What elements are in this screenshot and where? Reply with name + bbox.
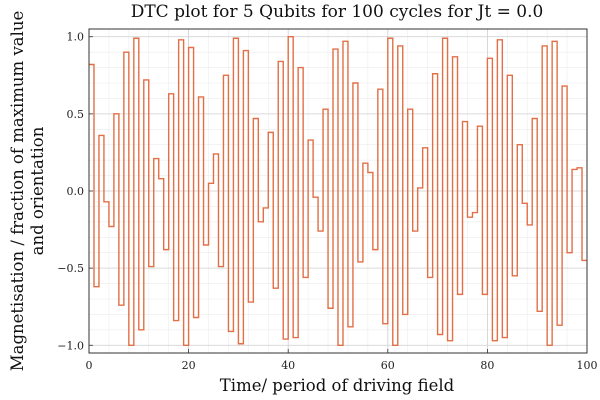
x-axis-label: Time/ period of driving field bbox=[220, 376, 455, 395]
y-tick-label: 0.5 bbox=[67, 108, 85, 121]
x-tick-label: 20 bbox=[182, 359, 196, 372]
y-tick-label: 0.0 bbox=[67, 185, 85, 198]
y-axis-label-line-1: Magnetisation / fraction of maximum valu… bbox=[8, 11, 27, 372]
y-axis-label-group: Magnetisation / fraction of maximum valu… bbox=[8, 11, 47, 372]
chart-title: DTC plot for 5 Qubits for 100 cycles for… bbox=[131, 2, 544, 22]
y-axis-label-line-2: and orientation bbox=[28, 126, 47, 255]
x-tick-label: 100 bbox=[577, 359, 598, 372]
series-layer bbox=[89, 36, 587, 346]
y-ticks: −1.0 −0.5 0.0 0.5 1.0 bbox=[57, 31, 93, 352]
y-tick-label: −1.0 bbox=[57, 339, 84, 352]
x-tick-label: 60 bbox=[381, 359, 395, 372]
series-line-0 bbox=[89, 36, 587, 346]
x-tick-label: 80 bbox=[480, 359, 494, 372]
y-tick-label: 1.0 bbox=[67, 31, 85, 44]
x-tick-label: 0 bbox=[86, 359, 93, 372]
x-ticks: 0 20 40 60 80 100 bbox=[86, 349, 598, 372]
y-tick-label: −0.5 bbox=[57, 262, 84, 275]
x-tick-label: 40 bbox=[281, 359, 295, 372]
